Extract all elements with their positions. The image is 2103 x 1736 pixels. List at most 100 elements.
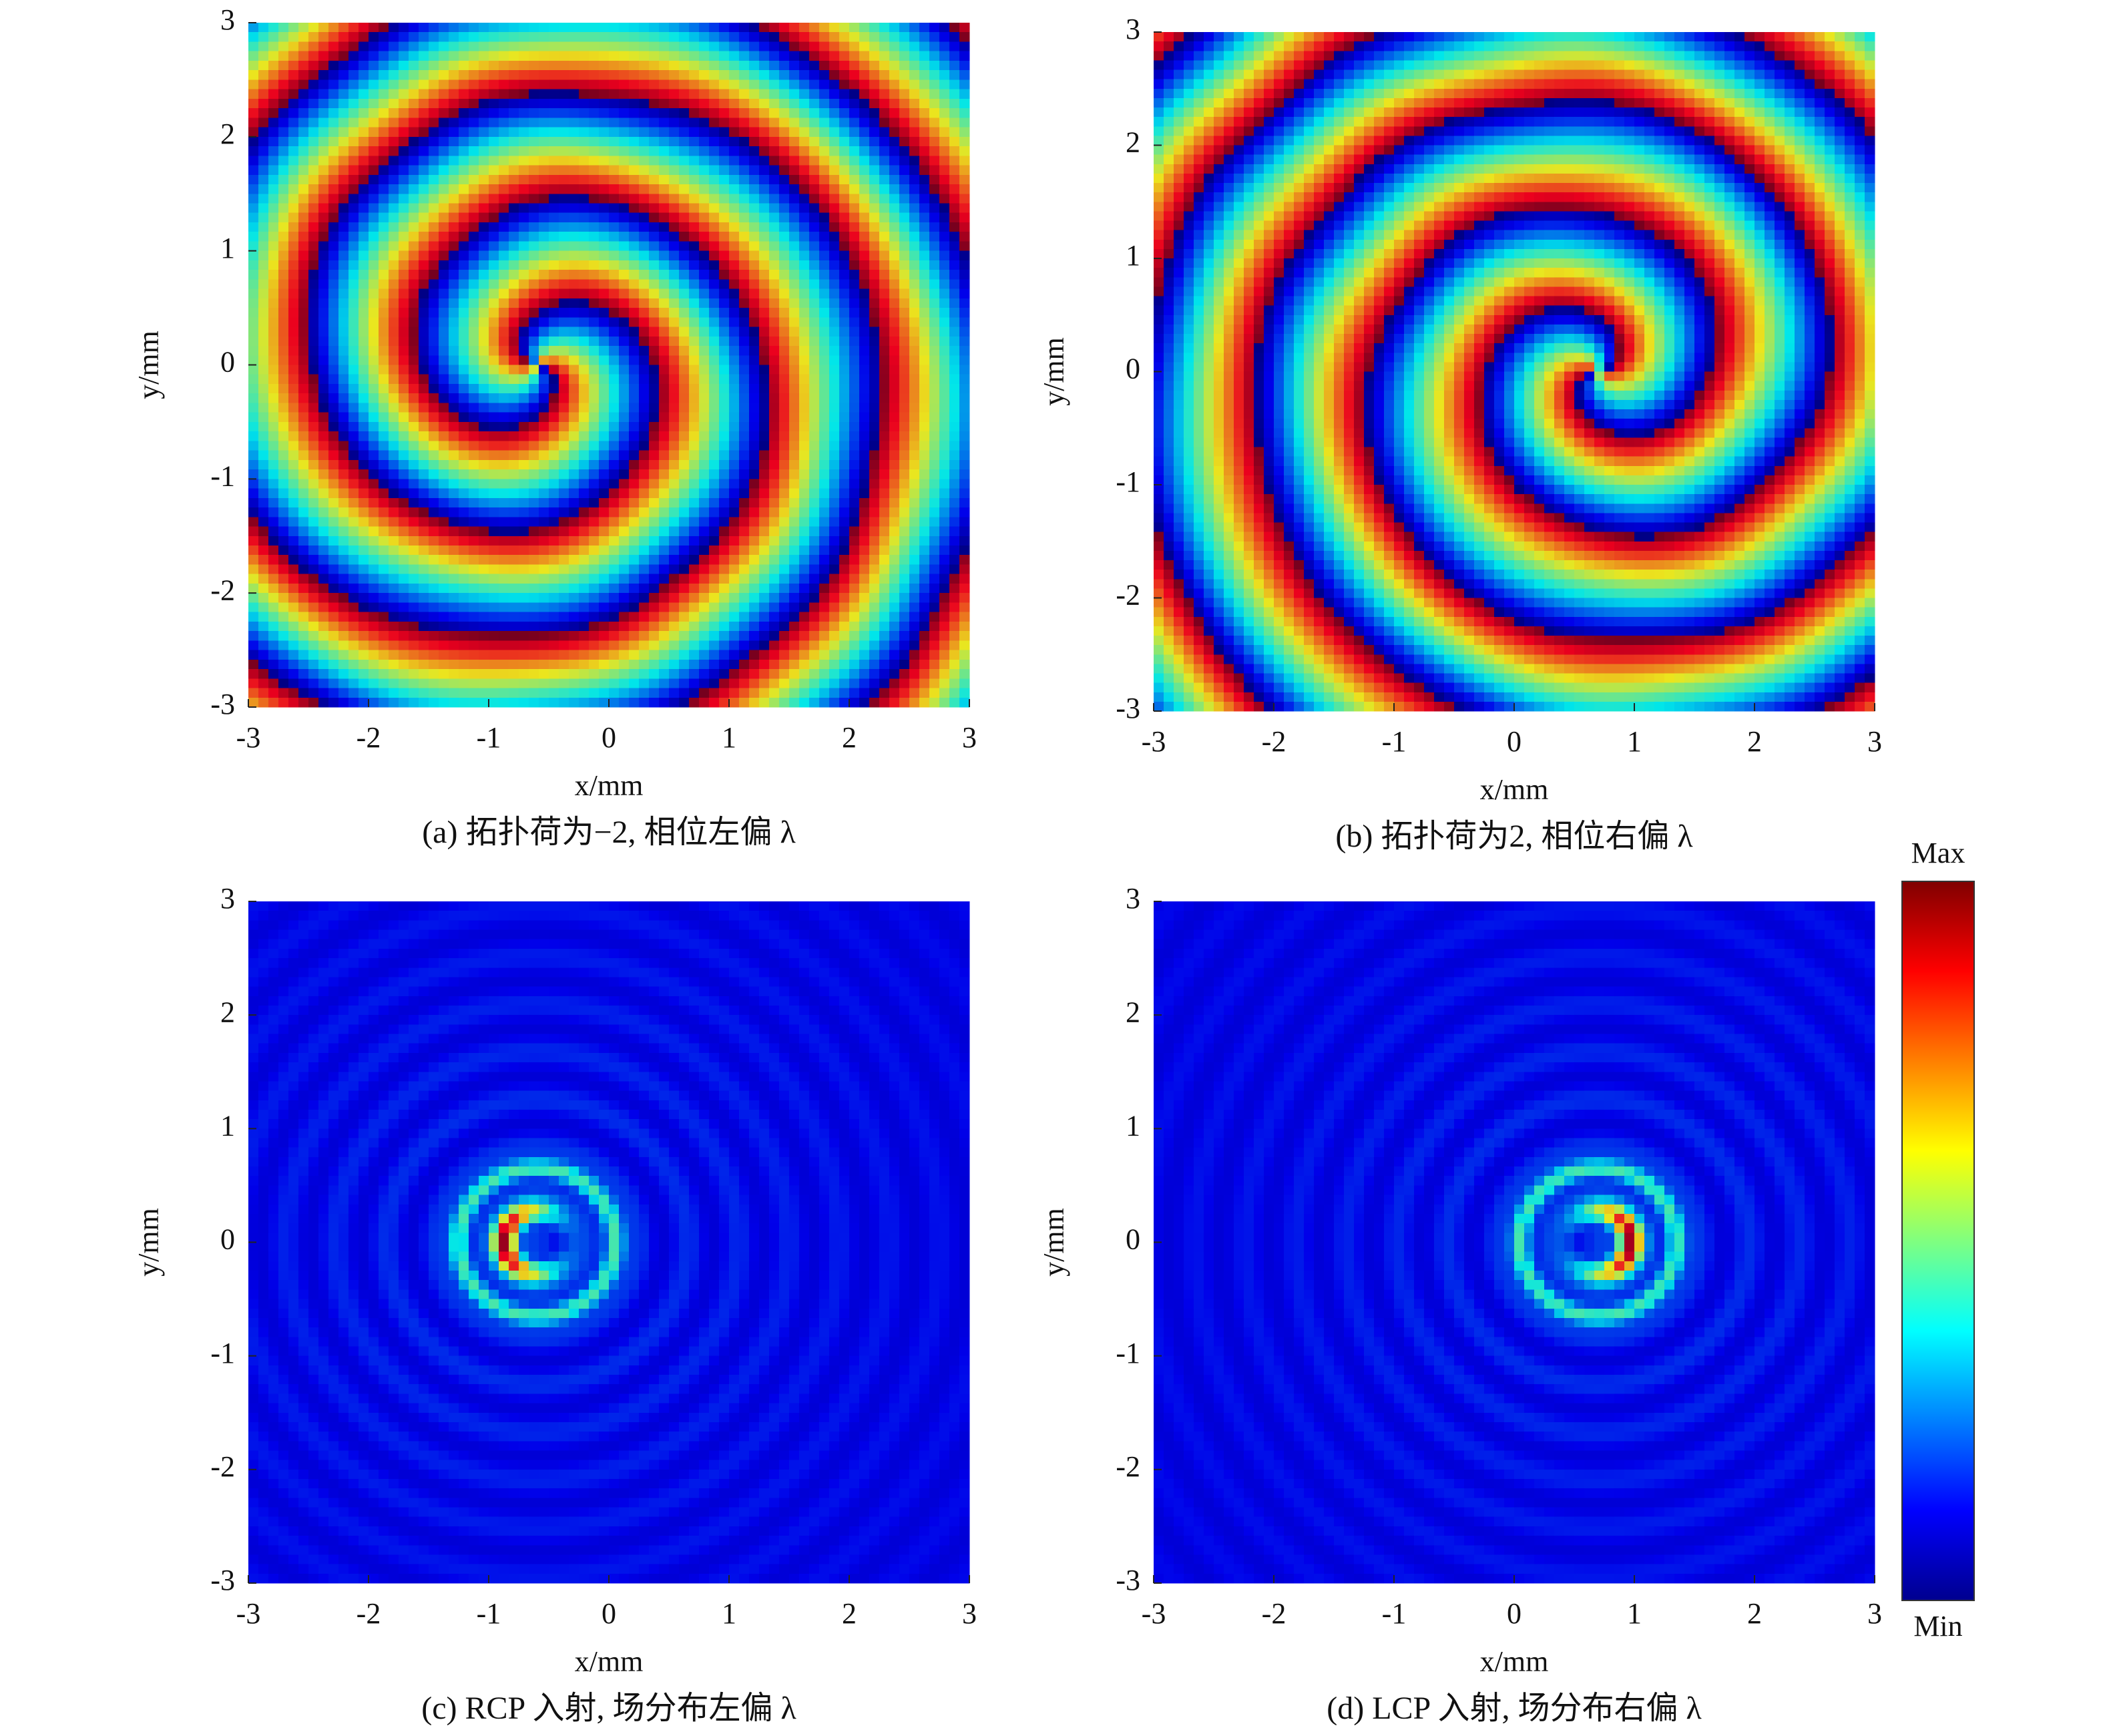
heatmap-cell xyxy=(369,678,379,688)
heatmap-cell xyxy=(779,593,790,603)
heatmap-cell xyxy=(809,507,820,517)
heatmap-cell xyxy=(399,393,409,403)
heatmap-cell xyxy=(338,355,349,365)
heatmap-cell xyxy=(919,536,930,546)
heatmap-cell xyxy=(308,698,319,708)
heatmap-cell xyxy=(459,204,469,214)
heatmap-cell xyxy=(599,517,610,527)
heatmap-cell xyxy=(399,128,409,138)
heatmap-cell xyxy=(589,204,600,214)
heatmap-cell xyxy=(939,32,950,42)
heatmap-cell xyxy=(489,222,499,232)
heatmap-cell xyxy=(839,222,850,232)
heatmap-cell xyxy=(409,384,419,394)
heatmap-cell xyxy=(729,337,740,347)
heatmap-cell xyxy=(799,23,810,33)
heatmap-cell xyxy=(789,346,800,356)
heatmap-cell xyxy=(659,640,670,650)
heatmap-cell xyxy=(819,184,830,194)
heatmap-cell xyxy=(639,279,650,289)
heatmap-cell xyxy=(369,175,379,185)
heatmap-cell xyxy=(929,99,940,109)
heatmap-cell xyxy=(829,32,840,42)
heatmap-cell xyxy=(248,204,259,214)
heatmap-cell xyxy=(849,489,860,499)
heatmap-cell xyxy=(599,204,610,214)
heatmap-cell xyxy=(369,536,379,546)
heatmap-cell xyxy=(869,422,880,432)
heatmap-cell xyxy=(639,574,650,584)
heatmap-cell xyxy=(609,403,620,413)
heatmap-cell xyxy=(689,222,700,232)
heatmap-cell xyxy=(298,118,309,128)
heatmap-cell xyxy=(689,232,700,242)
heatmap-cell xyxy=(449,565,459,575)
heatmap-cell xyxy=(399,640,409,650)
heatmap-cell xyxy=(699,669,710,679)
heatmap-cell xyxy=(839,565,850,575)
heatmap-cell xyxy=(599,32,610,42)
heatmap-cell xyxy=(359,308,369,318)
heatmap-cell xyxy=(799,403,810,413)
heatmap-cell xyxy=(869,365,880,375)
heatmap-cell xyxy=(719,698,730,708)
heatmap-cell xyxy=(889,289,900,299)
heatmap-cell xyxy=(889,184,900,194)
heatmap-cell xyxy=(589,602,600,612)
heatmap-cell xyxy=(769,384,780,394)
heatmap-cell xyxy=(819,213,830,223)
heatmap-cell xyxy=(639,660,650,670)
heatmap-cell xyxy=(679,251,690,261)
heatmap-cell xyxy=(399,270,409,280)
heatmap-cell xyxy=(409,222,419,232)
heatmap-cell xyxy=(369,89,379,99)
heatmap-cell xyxy=(939,99,950,109)
heatmap-cell xyxy=(359,222,369,232)
heatmap-cell xyxy=(499,308,509,318)
heatmap-cell xyxy=(899,365,910,375)
heatmap-cell xyxy=(278,431,289,441)
heatmap-cell xyxy=(348,327,359,337)
heatmap-cell xyxy=(839,546,850,556)
heatmap-cell xyxy=(278,507,289,517)
heatmap-cell xyxy=(369,279,379,289)
heatmap-cell xyxy=(429,89,439,99)
heatmap-cell xyxy=(829,118,840,128)
heatmap-cell xyxy=(819,61,830,71)
heatmap-cell xyxy=(879,166,890,176)
heatmap-cell xyxy=(829,565,840,575)
heatmap-cell xyxy=(829,375,840,385)
heatmap-cell xyxy=(729,612,740,622)
heatmap-cell xyxy=(749,612,760,622)
heatmap-cell xyxy=(919,128,930,138)
heatmap-cell xyxy=(409,23,419,33)
heatmap-cell xyxy=(589,527,600,537)
heatmap-cell xyxy=(278,61,289,71)
heatmap-cell xyxy=(569,51,579,61)
heatmap-cell xyxy=(479,469,489,479)
heatmap-cell xyxy=(379,194,389,204)
heatmap-cell xyxy=(499,422,509,432)
heatmap-cell xyxy=(348,146,359,156)
heatmap-cell xyxy=(849,413,860,423)
heatmap-cell xyxy=(929,23,940,33)
heatmap-cell xyxy=(379,337,389,347)
heatmap-cell xyxy=(419,527,429,537)
heatmap-cell xyxy=(268,660,279,670)
heatmap-cell xyxy=(829,222,840,232)
heatmap-cell xyxy=(369,393,379,403)
heatmap-cell xyxy=(399,602,409,612)
heatmap-cell xyxy=(729,602,740,612)
heatmap-cell xyxy=(739,270,750,280)
heatmap-cell xyxy=(799,413,810,423)
heatmap-cell xyxy=(899,527,910,537)
heatmap-cell xyxy=(519,469,529,479)
heatmap-cell xyxy=(909,698,920,708)
heatmap-cell xyxy=(268,213,279,223)
heatmap-cell xyxy=(929,146,940,156)
heatmap-cell xyxy=(809,527,820,537)
heatmap-cell xyxy=(649,640,660,650)
heatmap-cell xyxy=(939,166,950,176)
heatmap-cell xyxy=(318,270,329,280)
heatmap-cell xyxy=(399,441,409,451)
